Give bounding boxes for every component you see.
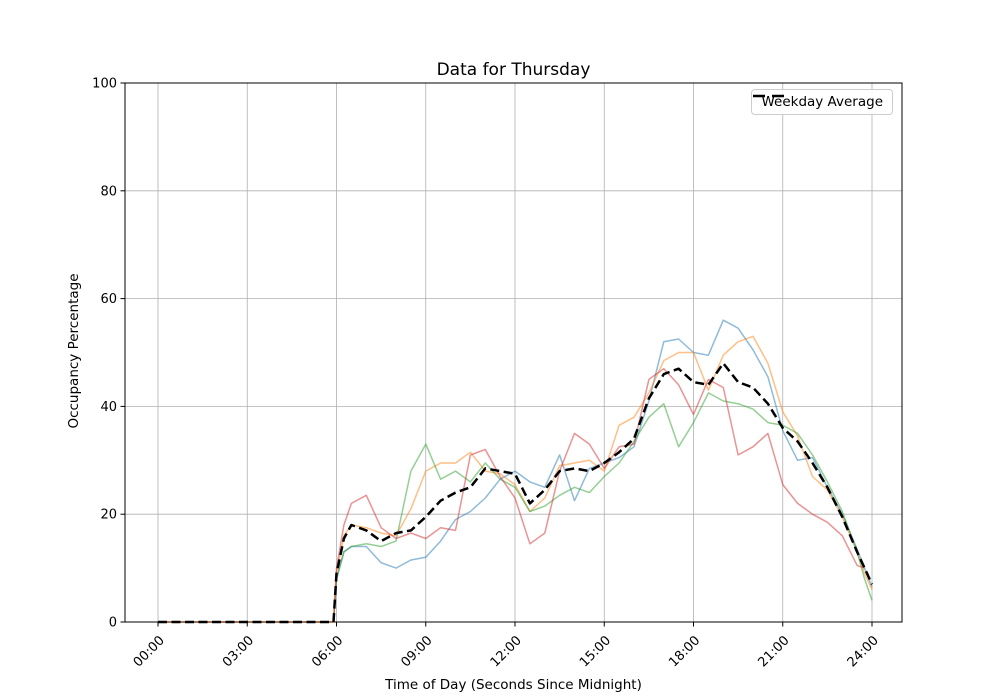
y-tick-label: 60	[100, 292, 117, 307]
y-tick-label: 0	[109, 616, 117, 631]
x-tick-label: 24:00	[845, 633, 882, 670]
x-tick-label: 03:00	[220, 633, 257, 670]
series-line-weekday-series-red	[158, 367, 865, 623]
y-tick-label: 100	[92, 77, 117, 92]
x-tick-label: 18:00	[666, 633, 703, 670]
y-tick-label: 80	[100, 184, 117, 199]
series-line-weekday-average	[158, 362, 874, 624]
x-tick-label: 21:00	[755, 633, 792, 670]
x-axis-label: Time of Day (Seconds Since Midnight)	[385, 677, 642, 693]
chart-title: Data for Thursday	[436, 60, 591, 80]
legend-label: Weekday Average	[761, 94, 883, 110]
legend: Weekday Average	[751, 89, 893, 115]
y-tick-label: 40	[100, 400, 117, 415]
y-tick-label: 20	[100, 508, 117, 523]
legend-dashed-line-sample	[753, 94, 788, 98]
x-tick-label: 15:00	[577, 633, 614, 670]
x-tick-label: 00:00	[131, 633, 168, 670]
x-tick-label: 06:00	[309, 633, 346, 670]
axes-spines	[124, 82, 903, 623]
y-axis-label: Occupancy Percentage	[66, 273, 82, 429]
x-tick-label: 12:00	[488, 633, 525, 670]
x-tick-label: 09:00	[398, 633, 435, 670]
